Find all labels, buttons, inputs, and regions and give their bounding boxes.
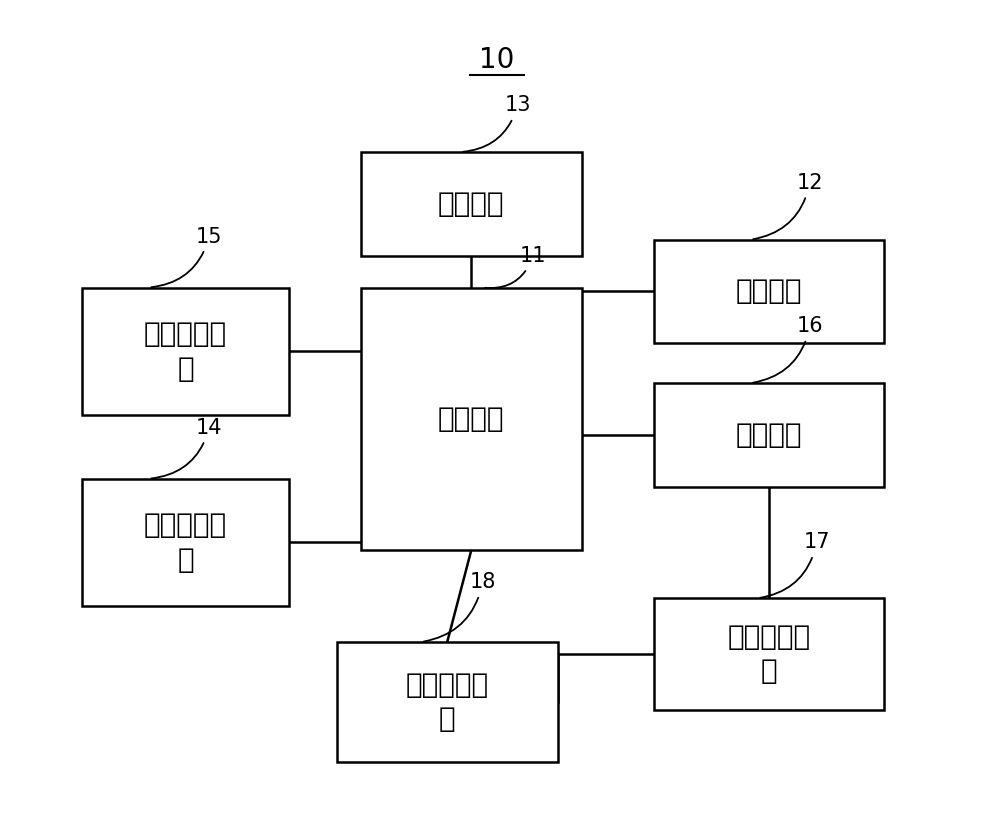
Text: 11: 11 [485, 246, 546, 288]
Text: 驱动模块: 驱动模块 [736, 421, 802, 449]
Bar [654, 383, 884, 486]
Text: 13: 13 [463, 95, 531, 152]
Bar [82, 479, 289, 606]
Text: 电量检测模
块: 电量检测模 块 [144, 511, 227, 574]
Bar [337, 642, 558, 762]
Bar [654, 598, 884, 710]
Text: 角度采集模
块: 角度采集模 块 [144, 320, 227, 383]
Text: 14: 14 [151, 417, 222, 478]
Text: 温度采集模
块: 温度采集模 块 [406, 671, 489, 733]
Bar [654, 240, 884, 344]
Text: 10: 10 [479, 46, 515, 75]
Text: 电流采样模
块: 电流采样模 块 [727, 622, 810, 686]
Text: 18: 18 [423, 573, 496, 642]
Text: 主控模块: 主控模块 [438, 405, 504, 433]
Bar [82, 287, 289, 415]
Text: 电源模块: 电源模块 [438, 190, 504, 217]
Bar [361, 152, 582, 256]
Text: 15: 15 [151, 227, 222, 287]
Text: 通讯模块: 通讯模块 [736, 277, 802, 305]
Text: 16: 16 [753, 316, 823, 383]
Text: 12: 12 [753, 173, 823, 239]
Text: 17: 17 [760, 533, 830, 598]
Bar [361, 287, 582, 550]
